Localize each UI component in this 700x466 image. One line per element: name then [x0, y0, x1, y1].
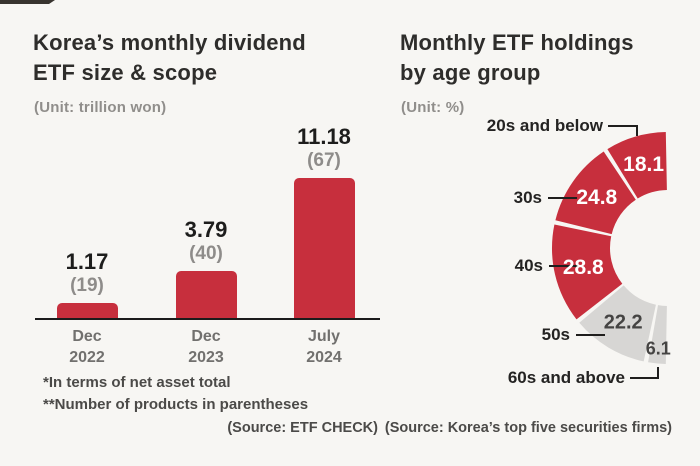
x-tick-dec-2023: Dec 2023: [141, 326, 271, 368]
donut-segment-40s: [551, 224, 623, 320]
donut-segment-30s: [555, 151, 636, 235]
bar-dec-2022: [56, 303, 118, 318]
left-unit-label: (Unit: trillion won): [34, 99, 167, 116]
bar-value-text: 1.17: [65, 249, 109, 275]
bar-value-label-dec-2023: 3.79 (40): [141, 217, 271, 265]
bar-dec-2023: [175, 270, 237, 318]
x-tick-july-2024: July 2024: [259, 326, 389, 368]
donut-segment-60s-and-above: [648, 305, 667, 364]
bar-count-text: (67): [307, 150, 341, 171]
left-title-line2: ETF size & scope: [33, 60, 218, 85]
connector-60s-and-above: [630, 367, 659, 379]
bar-value-label-july-2024: 11.18 (67): [259, 124, 389, 172]
left-source: (Source: ETF CHECK): [227, 420, 378, 436]
footnote-1: *In terms of net asset total: [43, 374, 231, 391]
bar-july-2024: [293, 178, 355, 318]
tick-line: Dec: [72, 328, 102, 345]
tick-line: 2022: [69, 349, 105, 366]
donut-segment-50s: [579, 285, 656, 362]
bar-value-text: 11.18: [297, 124, 351, 149]
corner-accent-bar: [0, 0, 55, 4]
right-unit-label: (Unit: %): [401, 99, 465, 116]
x-tick-dec-2022: Dec 2022: [22, 326, 152, 368]
bar-value-label-dec-2022: 1.17 (19): [22, 249, 152, 297]
right-title-line1: Monthly ETF holdings: [400, 30, 634, 55]
right-chart-title: Monthly ETF holdings by age group: [400, 28, 634, 88]
tick-line: 2023: [188, 349, 224, 366]
left-title-line1: Korea’s monthly dividend: [33, 30, 306, 55]
right-source: (Source: Korea’s top five securities fir…: [384, 420, 672, 436]
donut-segment-20s-and-below: [607, 132, 667, 199]
bar-count-text: (40): [189, 242, 223, 264]
tick-line: Dec: [191, 328, 221, 345]
x-axis-line: [35, 318, 380, 320]
bar-count-text: (19): [70, 275, 104, 297]
tick-line: 2024: [306, 349, 342, 366]
bar-value-text: 3.79: [184, 216, 228, 242]
right-title-line2: by age group: [400, 60, 541, 85]
footnote-2: **Number of products in parentheses: [43, 396, 309, 413]
left-chart-title: Korea’s monthly dividend ETF size & scop…: [33, 28, 306, 88]
tick-line: July: [307, 328, 340, 345]
connector-20s-and-below: [608, 125, 638, 136]
